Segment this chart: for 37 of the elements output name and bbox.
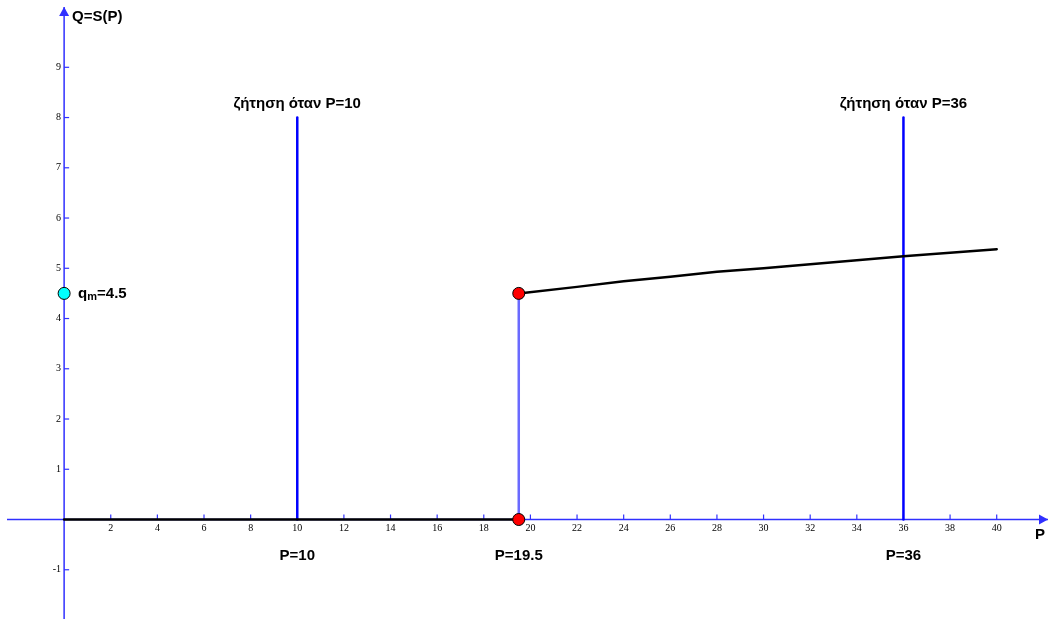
y-axis-title: Q=S(P) xyxy=(72,6,123,24)
annotation: P=36 xyxy=(885,545,922,563)
annotation: P=10 xyxy=(279,545,315,563)
x-tick-label: 10 xyxy=(292,522,303,534)
x-tick-label: 4 xyxy=(154,522,160,534)
annotation: ζήτηση όταν P=36 xyxy=(839,93,968,111)
x-tick-label: 34 xyxy=(851,522,862,534)
x-axis-title: P xyxy=(1034,525,1045,543)
y-tick-label: 5 xyxy=(56,261,62,273)
x-tick-label: 38 xyxy=(945,522,956,534)
y-tick-label: 7 xyxy=(56,161,62,173)
x-tick-label: 26 xyxy=(665,522,676,534)
y-tick-label: 3 xyxy=(56,362,62,374)
x-tick-label: 8 xyxy=(248,522,254,534)
x-tick-label: 20 xyxy=(525,522,536,534)
y-tick-label: 6 xyxy=(56,211,62,223)
y-tick-label: 1 xyxy=(56,462,62,474)
y-tick-label: -1 xyxy=(52,563,62,575)
x-tick-label: 12 xyxy=(338,522,349,534)
y-tick-label: 8 xyxy=(56,111,62,123)
x-tick-label: 2 xyxy=(108,522,114,534)
x-tick-label: 6 xyxy=(201,522,207,534)
annotation: P=19.5 xyxy=(494,545,543,563)
x-tick-label: 22 xyxy=(572,522,583,534)
annotation: ζήτηση όταν P=10 xyxy=(233,93,361,111)
x-tick-label: 36 xyxy=(898,522,909,534)
x-tick-label: 18 xyxy=(478,522,489,534)
x-tick-label: 32 xyxy=(805,522,816,534)
y-tick-label: 4 xyxy=(56,312,62,324)
y-tick-label: 2 xyxy=(56,412,62,424)
x-tick-label: 30 xyxy=(758,522,769,534)
x-tick-label: 16 xyxy=(432,522,443,534)
x-tick-label: 24 xyxy=(618,522,629,534)
y-tick-label: 9 xyxy=(56,60,62,72)
x-tick-label: 40 xyxy=(991,522,1002,534)
x-tick-label: 28 xyxy=(711,522,722,534)
x-tick-label: 14 xyxy=(385,522,396,534)
